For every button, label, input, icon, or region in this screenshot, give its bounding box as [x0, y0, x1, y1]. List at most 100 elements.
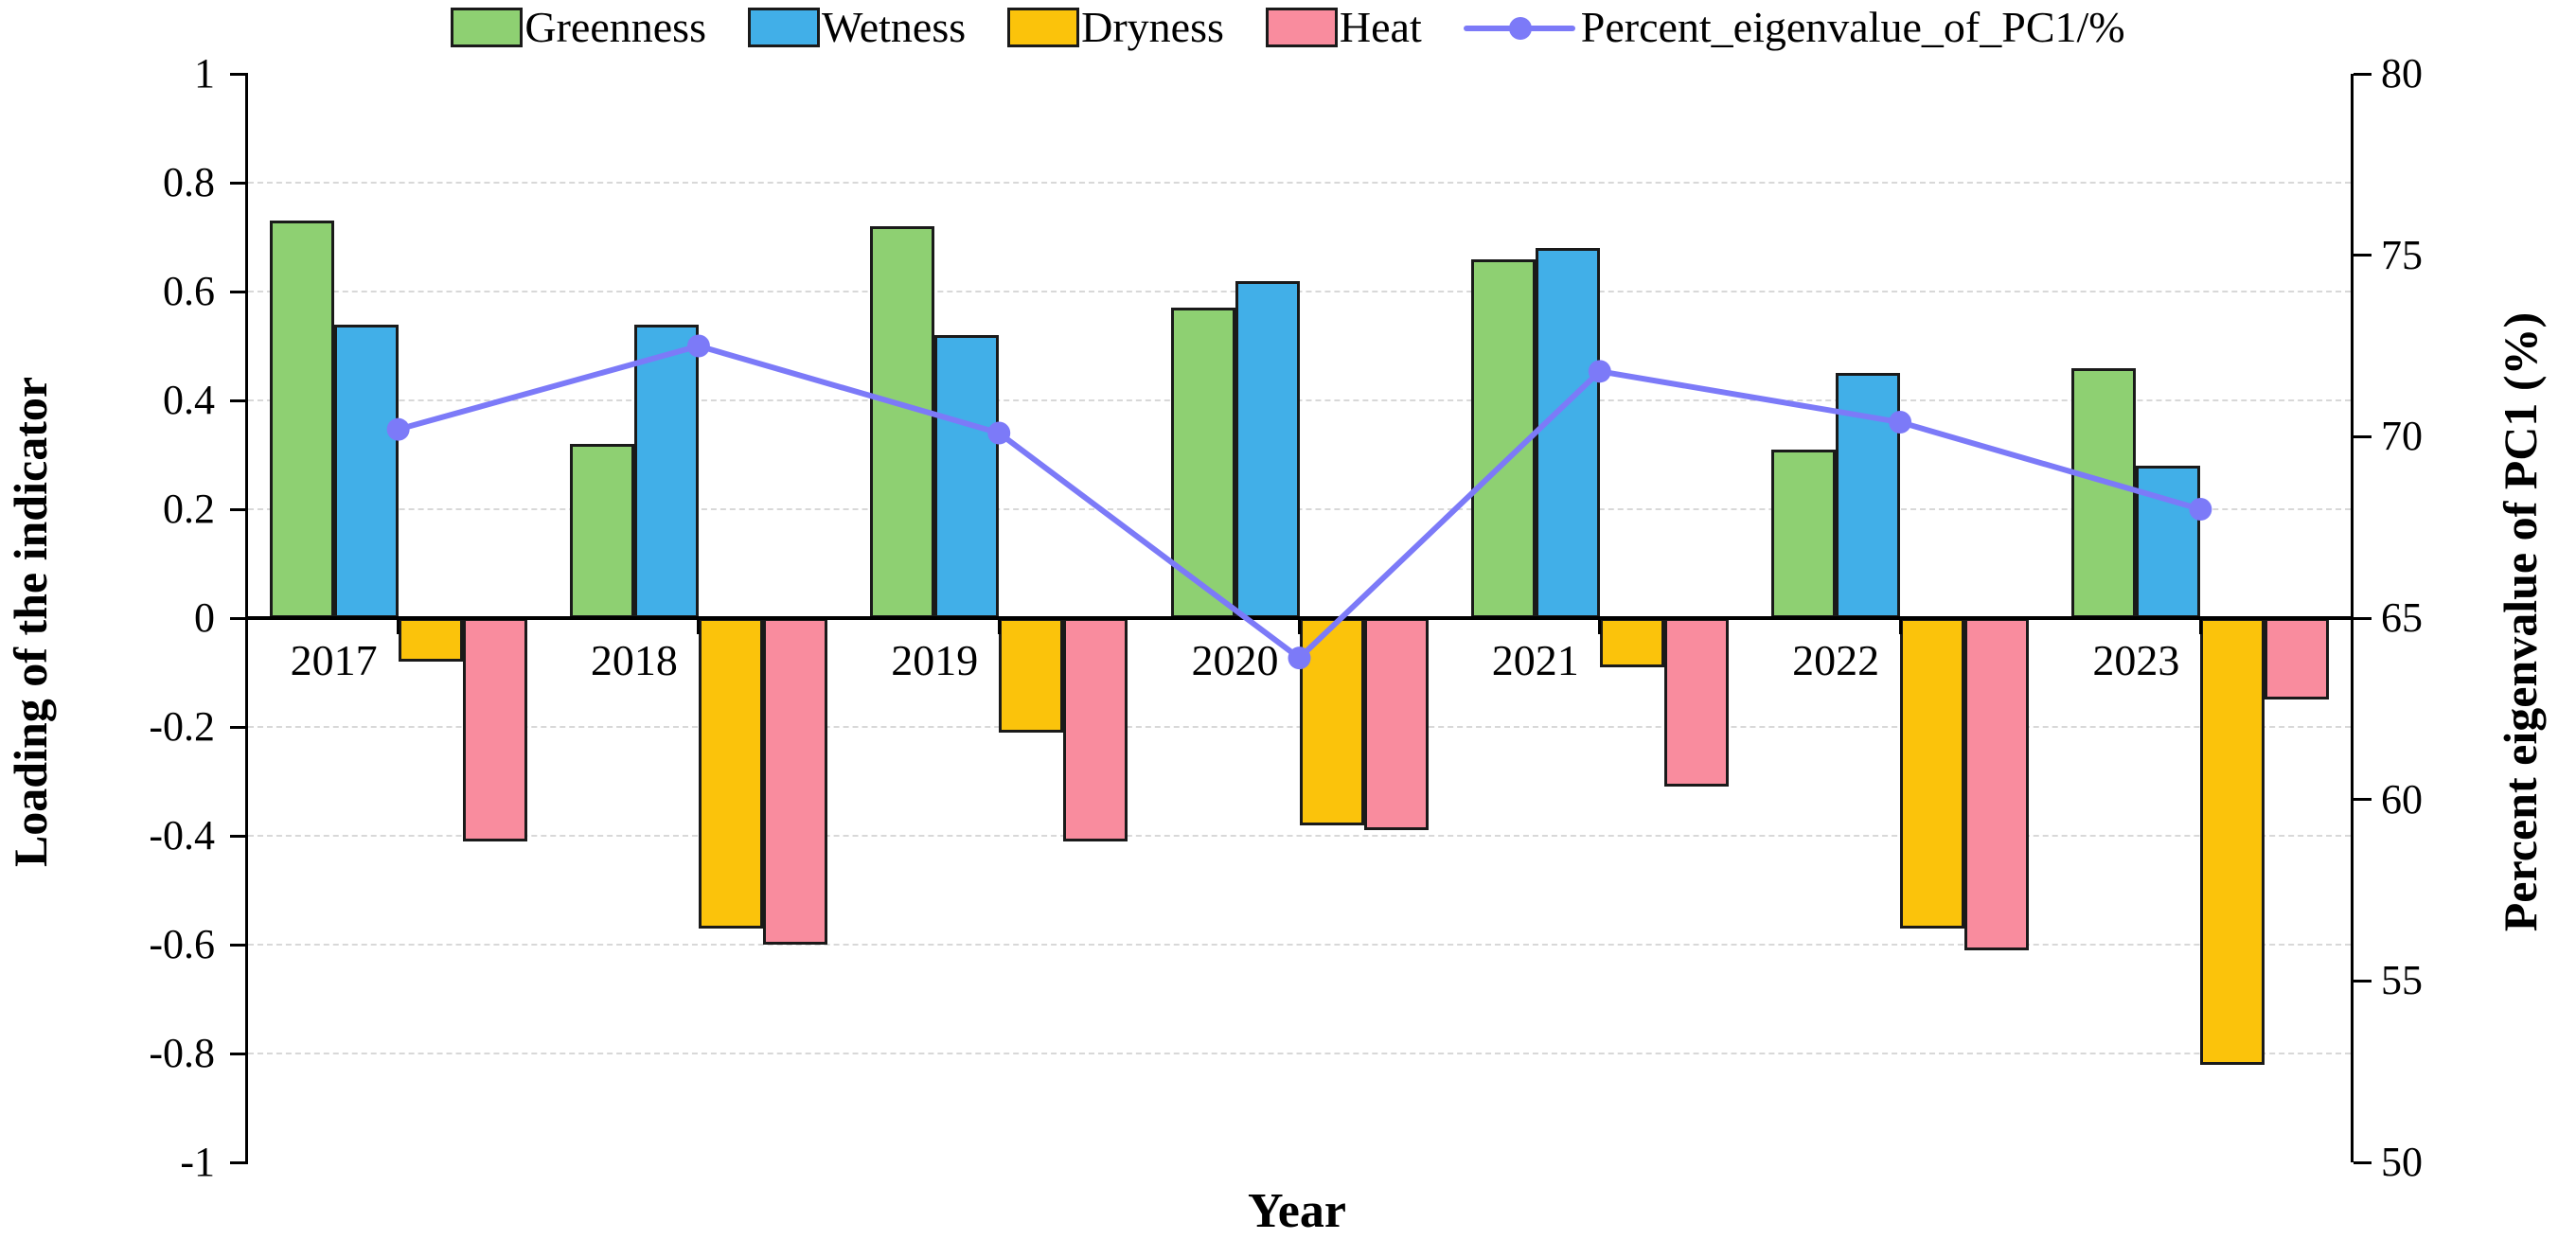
left-axis-tick-label: 1 [194, 50, 215, 97]
bar-dryness-2022 [1900, 618, 1965, 929]
left-axis-tick [230, 943, 248, 947]
bar-heat-2020 [1363, 618, 1429, 831]
bar-greenness-2020 [1170, 308, 1235, 618]
left-axis-tick-label: -0.2 [149, 703, 215, 750]
year-label-2021: 2021 [1491, 636, 1579, 684]
right-axis-tick-label: 60 [2381, 775, 2423, 823]
bar-greenness-2023 [2071, 367, 2137, 618]
bar-heat-2023 [2265, 618, 2330, 700]
x-axis-tick [2198, 618, 2202, 634]
bar-greenness-2017 [269, 221, 334, 618]
legend-item-heat: Heat [1265, 2, 1422, 52]
bar-heat-2017 [462, 618, 527, 841]
right-axis-tick [2354, 979, 2372, 983]
left-axis-title: Loading of the indicator [4, 376, 57, 868]
legend-label: Greenness [524, 3, 706, 51]
left-axis-tick [230, 181, 248, 185]
left-axis-tick-label: 0.8 [163, 159, 215, 205]
left-axis-tick [230, 72, 248, 76]
bar-wetness-2022 [1836, 373, 1901, 618]
right-axis-tick [2354, 798, 2372, 802]
left-axis-tick-label: -0.4 [149, 812, 215, 859]
line-marker-icon [1463, 8, 1575, 47]
legend-item-pc1-line: Percent_eigenvalue_of_PC1/% [1463, 2, 2125, 52]
gridline [248, 508, 2351, 510]
gridline [248, 835, 2351, 837]
year-label-2020: 2020 [1191, 636, 1279, 684]
bar-dryness-2023 [2200, 618, 2265, 1065]
gridline [248, 399, 2351, 401]
x-axis-tick [1298, 618, 1301, 634]
left-axis-tick-label: -0.6 [149, 921, 215, 967]
left-axis-tick [230, 616, 248, 620]
right-axis-tick-label: 55 [2381, 957, 2423, 1004]
legend-swatch-icon [1007, 7, 1080, 47]
x-axis-tick [1598, 618, 1602, 634]
legend-swatch-icon [747, 7, 820, 47]
right-axis-tick [2354, 1160, 2372, 1164]
gridline [248, 944, 2351, 946]
year-label-2019: 2019 [891, 636, 979, 684]
x-axis-tick [997, 618, 1001, 634]
right-axis-tick-label: 50 [2381, 1139, 2423, 1185]
left-axis-tick [230, 1160, 248, 1164]
year-label-2023: 2023 [2092, 636, 2180, 684]
bar-heat-2022 [1964, 618, 2030, 950]
year-label-2022: 2022 [1792, 636, 1880, 684]
legend-swatch-icon [451, 7, 524, 47]
left-axis-tick [230, 398, 248, 402]
bar-wetness-2017 [333, 324, 399, 618]
right-axis-tick [2354, 72, 2372, 76]
bar-wetness-2023 [2136, 466, 2201, 618]
bar-greenness-2018 [569, 444, 634, 618]
legend-label: Heat [1339, 3, 1422, 51]
legend-item-greenness: Greenness [451, 2, 706, 52]
bar-greenness-2021 [1470, 258, 1536, 618]
right-axis-title: Percent eigenvalue of PC1 (%) [2494, 311, 2547, 932]
left-axis-tick-label: -0.8 [149, 1030, 215, 1076]
legend-swatch-icon [1265, 7, 1338, 47]
right-axis-tick-label: 80 [2381, 50, 2423, 97]
legend-label: Percent_eigenvalue_of_PC1/% [1580, 3, 2125, 51]
left-axis-tick-label: 0.4 [163, 377, 215, 423]
bar-greenness-2022 [1771, 449, 1837, 618]
gridline [248, 1053, 2351, 1054]
left-axis-tick-label: 0.6 [163, 268, 215, 314]
bar-greenness-2019 [870, 226, 935, 618]
right-axis-tick-label: 70 [2381, 413, 2423, 460]
bar-dryness-2018 [698, 618, 763, 929]
left-axis-tick-label: -1 [180, 1139, 215, 1185]
bar-wetness-2021 [1535, 248, 1600, 618]
right-axis-tick [2354, 434, 2372, 438]
bar-wetness-2019 [934, 335, 1000, 618]
legend-item-dryness: Dryness [1007, 2, 1224, 52]
gridline [248, 182, 2351, 184]
right-axis-tick-label: 75 [2381, 231, 2423, 278]
left-axis-tick-label: 0.2 [163, 486, 215, 532]
right-axis-tick-label: 65 [2381, 594, 2423, 641]
bar-heat-2021 [1663, 618, 1729, 788]
bar-heat-2018 [762, 618, 827, 945]
legend-label: Wetness [821, 3, 967, 51]
left-axis-tick [230, 1052, 248, 1055]
x-axis-tick [397, 618, 400, 634]
right-axis-tick [2354, 616, 2372, 620]
year-label-2017: 2017 [290, 636, 378, 684]
left-axis-tick [230, 290, 248, 293]
bar-wetness-2018 [633, 324, 699, 618]
chart-legend: Greenness Wetness Dryness Heat Percent_eigen… [0, 2, 2576, 52]
legend-item-wetness: Wetness [747, 2, 967, 52]
year-label-2018: 2018 [590, 636, 678, 684]
gridline [248, 291, 2351, 292]
bar-heat-2019 [1063, 618, 1128, 841]
x-axis-title: Year [1248, 1184, 1346, 1238]
left-axis-tick [230, 834, 248, 838]
left-axis-tick [230, 725, 248, 729]
left-axis-tick [230, 507, 248, 511]
left-axis-tick-label: 0 [194, 594, 215, 641]
legend-label: Dryness [1081, 3, 1224, 51]
bar-wetness-2020 [1235, 280, 1300, 618]
x-axis-tick [1898, 618, 1902, 634]
